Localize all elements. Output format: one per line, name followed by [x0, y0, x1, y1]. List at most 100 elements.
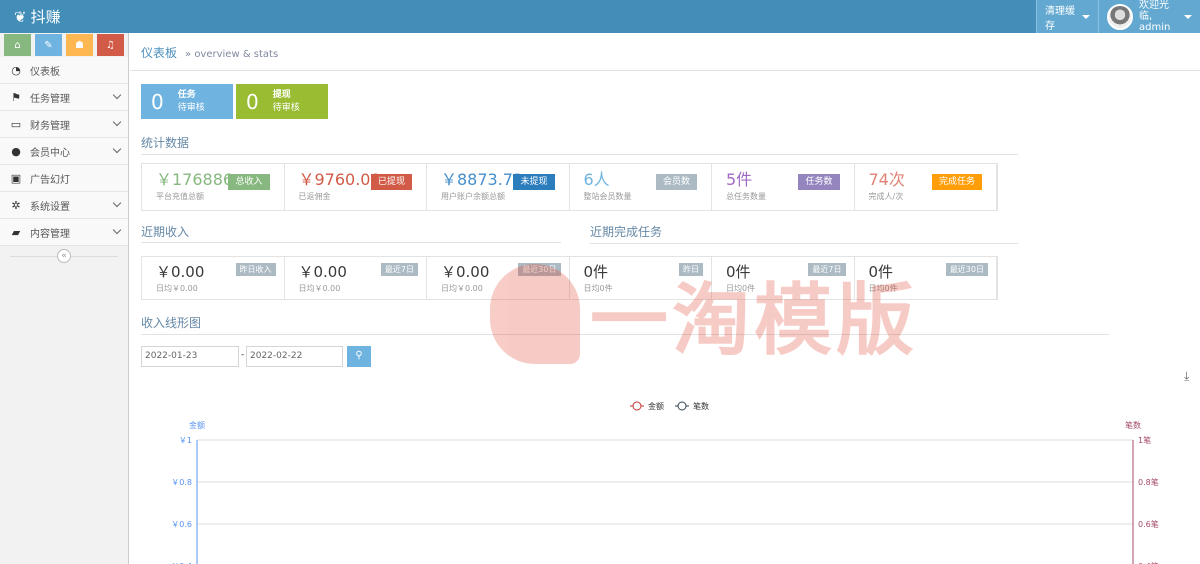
end-date-input[interactable]: 2022-02-22 [246, 346, 343, 367]
clear-cache-button[interactable]: 清理缓存 [1036, 0, 1098, 33]
recent-value: ￥0.00 [441, 263, 490, 281]
double-chevron-left-icon[interactable]: « [57, 249, 71, 263]
legend-label[interactable]: 笔数 [693, 401, 709, 411]
infobox-0[interactable]: 0 任务 待审核 [141, 84, 233, 119]
recent-badge: 最近30日 [518, 263, 561, 276]
sidebar-item-1[interactable]: ⚑ 任务管理 [0, 84, 128, 111]
infobox-sub: 待审核 [177, 102, 205, 113]
legend-label[interactable]: 金额 [648, 401, 664, 411]
y-right-tick: 1笔 [1138, 435, 1151, 445]
shortcut-button-2[interactable]: ☗ [66, 34, 93, 56]
stat-value: ￥176886.0 [156, 171, 242, 189]
recent-badge: 最近7日 [380, 263, 418, 276]
shortcut-button-1[interactable]: ✎ [35, 34, 62, 56]
recent-cell: 0件 日均0件 最近30日 [855, 257, 997, 299]
top-navbar: ❦ 抖赚 清理缓存 欢迎光临, admin [0, 0, 1200, 33]
stat-label: 完成人/次 [868, 192, 904, 201]
brand-name: 抖赚 [30, 8, 61, 26]
shortcut-button-3[interactable]: ♫ [97, 34, 124, 56]
clear-cache-label: 清理缓存 [1045, 5, 1075, 32]
stat-label: 整站会员数量 [583, 192, 632, 201]
recent-badge: 昨日 [679, 263, 703, 276]
chevron-down-icon [112, 144, 122, 154]
flag-icon: ⚑ [11, 90, 21, 104]
legend-marker[interactable] [632, 401, 642, 411]
sidebar-item-3[interactable]: ● 会员中心 [0, 138, 128, 165]
recent-cell: ￥0.00 日均￥0.00 最近7日 [285, 257, 427, 299]
stat-label: 总任务数量 [726, 192, 766, 201]
stat-cell: ￥9760.00 已返佣金 已提现 [285, 164, 427, 210]
user-icon: ● [11, 144, 21, 158]
users-icon: ☗ [75, 39, 84, 51]
infobox-1[interactable]: 0 提现 待审核 [236, 84, 328, 119]
recent-value: 0件 [726, 263, 751, 281]
stat-badge: 总收入 [228, 174, 276, 190]
recent-sub: 日均￥0.00 [298, 284, 341, 293]
stat-badge: 会员数 [655, 174, 704, 190]
stat-value: ￥9760.00 [298, 171, 381, 189]
divider [141, 242, 561, 243]
sidebar-item-label: 仪表板 [30, 66, 60, 78]
divider [590, 243, 1018, 244]
recent-tasks-heading: 近期完成任务 [590, 225, 663, 239]
sidebar-item-5[interactable]: ✲ 系统设置 [0, 192, 128, 219]
stat-cell: 6人 整站会员数量 会员数 [570, 164, 712, 210]
y-left-tick: ￥0.8 [171, 478, 192, 487]
bell-icon: ♫ [106, 39, 115, 51]
user-greeting: 欢迎光临, admin [1139, 0, 1178, 33]
divider [130, 70, 1200, 71]
caret-down-icon [1184, 14, 1192, 19]
start-date-input[interactable]: 2022-01-23 [141, 346, 239, 367]
sidebar-item-6[interactable]: ▰ 内容管理 [0, 219, 128, 246]
sidebar-collapse[interactable]: « [0, 246, 128, 266]
sidebar-item-label: 会员中心 [30, 147, 70, 159]
date-separator: - [241, 350, 245, 360]
y-left-tick: ￥0.6 [171, 520, 192, 529]
y-left-tick: ￥1 [179, 436, 192, 445]
divider [141, 154, 1018, 155]
stats-heading: 统计数据 [141, 136, 190, 150]
chevron-down-icon [112, 225, 122, 235]
stat-value: 74次 [868, 171, 905, 189]
stats-row: ￥176886.0 平台充值总额 总收入 ￥9760.00 已返佣金 已提现 ￥8873.7… [141, 163, 998, 211]
recent-cell: ￥0.00 日均￥0.00 昨日收入 [142, 257, 285, 299]
picture-icon: ▣ [10, 171, 22, 185]
recent-value: ￥0.00 [156, 263, 205, 281]
breadcrumb: 仪表板 » overview & stats [141, 44, 278, 61]
stat-badge: 任务数 [798, 174, 846, 190]
y-right-tick: 0.6笔 [1138, 519, 1159, 529]
recent-badge: 最近7日 [808, 263, 846, 276]
infobox-value: 0 [246, 89, 259, 114]
download-icon[interactable]: ⤓ [1184, 369, 1190, 383]
inbox-icon: ▭ [10, 117, 22, 131]
sidebar-item-0[interactable]: ◔ 仪表板 [0, 57, 128, 84]
infobox-value: 0 [151, 89, 164, 114]
y-left-label: 金额 [189, 420, 205, 430]
recent-sub: 日均0件 [868, 284, 898, 293]
search-button[interactable]: ⚲ [347, 346, 371, 367]
stat-cell: 74次完成人/次 完成任务 [855, 164, 997, 210]
user-menu[interactable]: 欢迎光临, admin [1098, 0, 1200, 33]
brand[interactable]: ❦ 抖赚 [14, 6, 61, 27]
nav-list: ◔ 仪表板 ⚑ 任务管理 ▭ 财务管理 ● 会员中心 ▣ 广告幻灯 ✲ 系统设置 ▰ 内容管理 [0, 57, 128, 246]
legend-marker[interactable] [677, 401, 687, 411]
sidebar-item-4[interactable]: ▣ 广告幻灯 [0, 165, 128, 192]
sidebar-item-2[interactable]: ▭ 财务管理 [0, 111, 128, 138]
recent-value: 0件 [868, 263, 894, 281]
shortcut-button-0[interactable]: ⌂ [4, 34, 31, 56]
search-icon: ⚲ [355, 350, 363, 361]
username: admin [1139, 22, 1171, 33]
income-line-chart: ￥11笔￥0.80.8笔￥0.60.6笔￥0.40.4笔金额笔数金额笔数 [171, 401, 1159, 564]
recent-value: 0件 [583, 263, 609, 281]
y-right-tick: 0.4笔 [1138, 561, 1159, 564]
cog-icon: ✲ [11, 198, 21, 212]
y-right-tick: 0.8笔 [1138, 477, 1159, 487]
stat-badge: 未提现 [513, 174, 561, 190]
recent-income-heading: 近期收入 [141, 225, 190, 239]
recent-sub: 日均￥0.00 [156, 284, 198, 293]
stat-value: 5件 [726, 171, 753, 189]
chevron-down-icon [112, 198, 122, 208]
stat-badge: 完成任务 [931, 174, 989, 190]
stat-label: 已返佣金 [298, 192, 331, 201]
stat-cell: ￥176886.0 平台充值总额 总收入 [142, 164, 285, 210]
